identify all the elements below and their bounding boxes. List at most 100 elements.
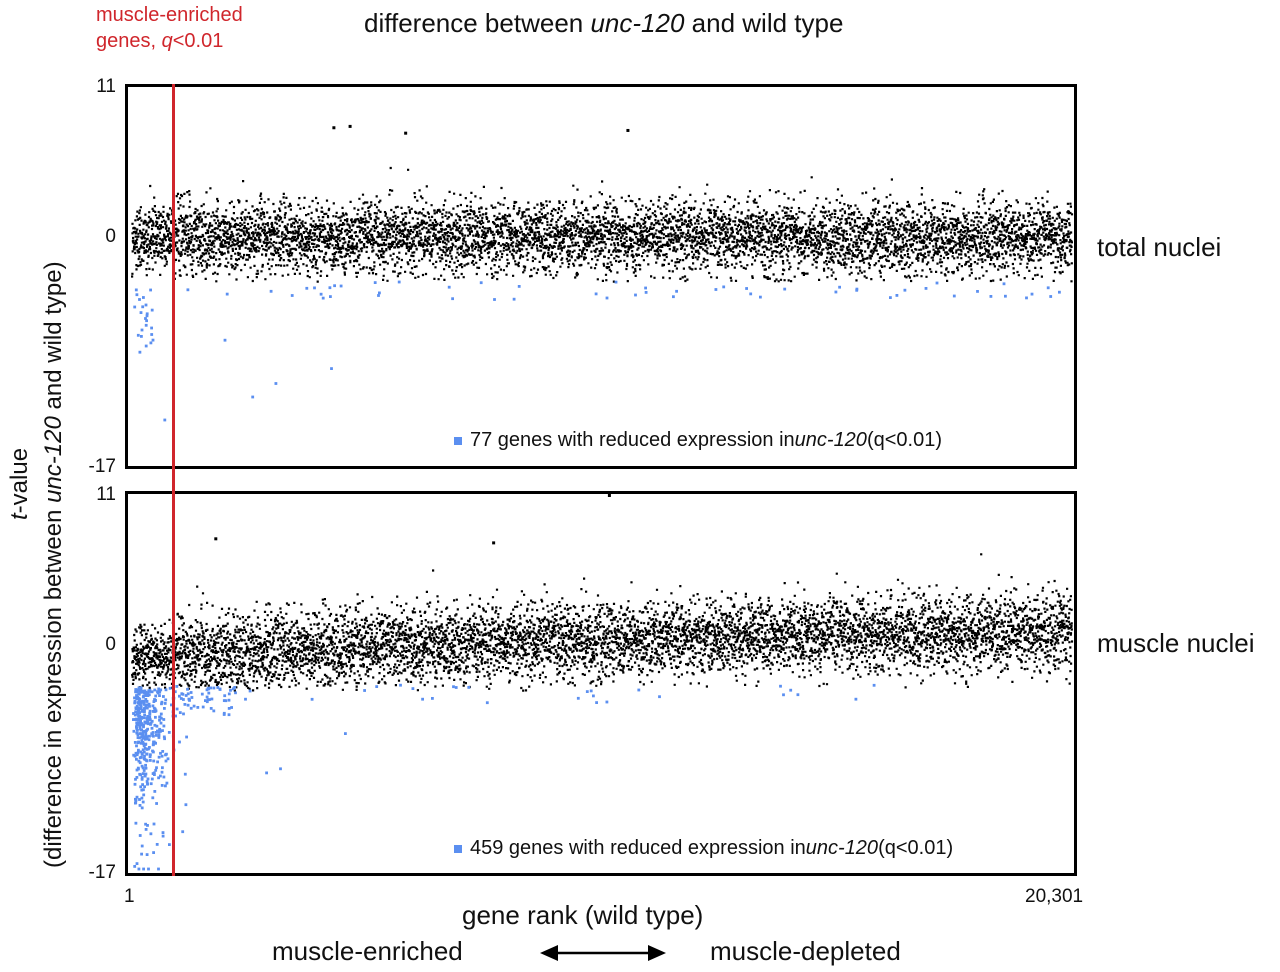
total-nuclei-scatter [131, 124, 1074, 422]
data-point-reduced [134, 821, 138, 825]
data-point-reduced [375, 685, 379, 688]
data-point-reduced [135, 721, 139, 725]
data-point-reduced [155, 724, 159, 728]
data-points-reduced-expression [132, 683, 876, 871]
data-point-reduced [160, 754, 164, 758]
data-point-reduced [467, 686, 471, 689]
data-point-reduced [479, 281, 483, 285]
data-point-reduced [139, 750, 143, 754]
data-point-reduced [344, 732, 347, 735]
data-point-reduced [485, 701, 489, 705]
data-point-reduced [210, 697, 214, 701]
data-point-reduced [185, 735, 188, 739]
top-y-tick-0: 0 [105, 226, 116, 247]
data-point-reduced [399, 683, 402, 687]
data-point-reduced [148, 759, 152, 762]
data-point-reduced [149, 782, 153, 786]
data-point-reduced [133, 305, 137, 309]
data-point-reduced [140, 728, 143, 732]
data-point-reduced [373, 281, 377, 284]
data-point-reduced [158, 694, 161, 697]
data-point-reduced [157, 736, 161, 739]
data-point-reduced [141, 783, 144, 786]
data-point-reduced [227, 692, 231, 696]
data-point-reduced [135, 768, 139, 772]
data-point-reduced [140, 739, 144, 743]
data-point-reduced [144, 758, 148, 762]
data-point-reduced [145, 703, 149, 707]
data-point-reduced [321, 296, 325, 300]
data-point-reduced [137, 723, 140, 727]
muscle-nuclei-legend: 459 genes with reduced expression in unc… [454, 837, 953, 860]
data-point-reduced [143, 774, 147, 778]
threshold-annotation: muscle-enriched genes, q<0.01 [96, 2, 243, 54]
data-point-reduced [196, 706, 200, 709]
data-point-reduced [140, 753, 144, 756]
data-point-reduced [143, 743, 147, 746]
data-point-reduced [168, 843, 171, 846]
data-point-reduced [136, 688, 139, 692]
data-point-reduced [135, 726, 138, 730]
data-point-reduced [158, 727, 162, 731]
data-point-reduced [634, 293, 637, 297]
data-point-reduced [145, 699, 149, 703]
data-point-reduced [218, 688, 222, 691]
data-point-reduced [140, 715, 144, 719]
data-point-reduced [605, 700, 609, 704]
data-point-reduced [745, 287, 748, 290]
data-point-reduced [138, 727, 142, 730]
data-point-reduced [140, 852, 143, 856]
data-point-reduced [137, 748, 140, 752]
data-point-reduced [156, 691, 160, 695]
data-point-reduced [154, 715, 157, 719]
data-point-reduced [138, 687, 142, 691]
data-point-reduced [153, 698, 156, 701]
data-point-reduced [137, 759, 141, 763]
data-point-reduced [644, 286, 647, 290]
data-point-reduced [134, 710, 137, 714]
data-point-reduced [517, 285, 521, 288]
threshold-annotation-line2: genes, q<0.01 [96, 30, 224, 52]
data-point-reduced [143, 747, 147, 750]
data-point-reduced [989, 295, 993, 298]
data-point-reduced [140, 722, 144, 725]
data-point-reduced [675, 289, 678, 293]
data-point-reduced [141, 305, 145, 309]
data-point-reduced [146, 777, 150, 781]
data-point-reduced [146, 727, 149, 731]
direction-left-label: muscle-enriched [272, 936, 463, 966]
data-point-reduced [136, 696, 139, 699]
data-point-reduced [148, 755, 152, 759]
data-point-reduced [421, 697, 424, 701]
data-point-reduced [186, 288, 190, 292]
data-point-reduced [789, 688, 793, 692]
data-point-reduced [140, 777, 144, 781]
data-point-reduced [145, 729, 148, 732]
data-point-reduced [431, 697, 434, 700]
data-point-reduced [136, 706, 139, 710]
data-point-reduced [135, 731, 139, 735]
data-point-reduced [137, 692, 141, 696]
data-point-reduced [134, 690, 137, 694]
data-point-reduced [137, 714, 140, 718]
data-point-reduced [139, 785, 143, 789]
data-point-reduced [142, 793, 146, 797]
data-point-reduced [140, 690, 144, 693]
data-point-reduced [141, 800, 145, 804]
data-point-outlier [332, 126, 336, 130]
data-point-reduced [157, 867, 160, 871]
data-point-reduced [136, 741, 140, 745]
data-point-reduced [164, 688, 168, 692]
data-point-reduced [135, 753, 139, 757]
data-point-reduced [855, 287, 859, 291]
data-point-reduced [227, 698, 231, 702]
data-point-reduced [141, 772, 145, 775]
data-point-reduced [162, 775, 166, 779]
data-point-reduced [140, 735, 144, 738]
muscle-nuclei-scatter [131, 494, 1074, 871]
data-point-reduced [153, 723, 157, 727]
data-point-reduced [138, 834, 142, 837]
data-point-reduced [178, 740, 181, 744]
data-point-reduced [135, 795, 139, 799]
data-point-reduced [157, 687, 161, 691]
